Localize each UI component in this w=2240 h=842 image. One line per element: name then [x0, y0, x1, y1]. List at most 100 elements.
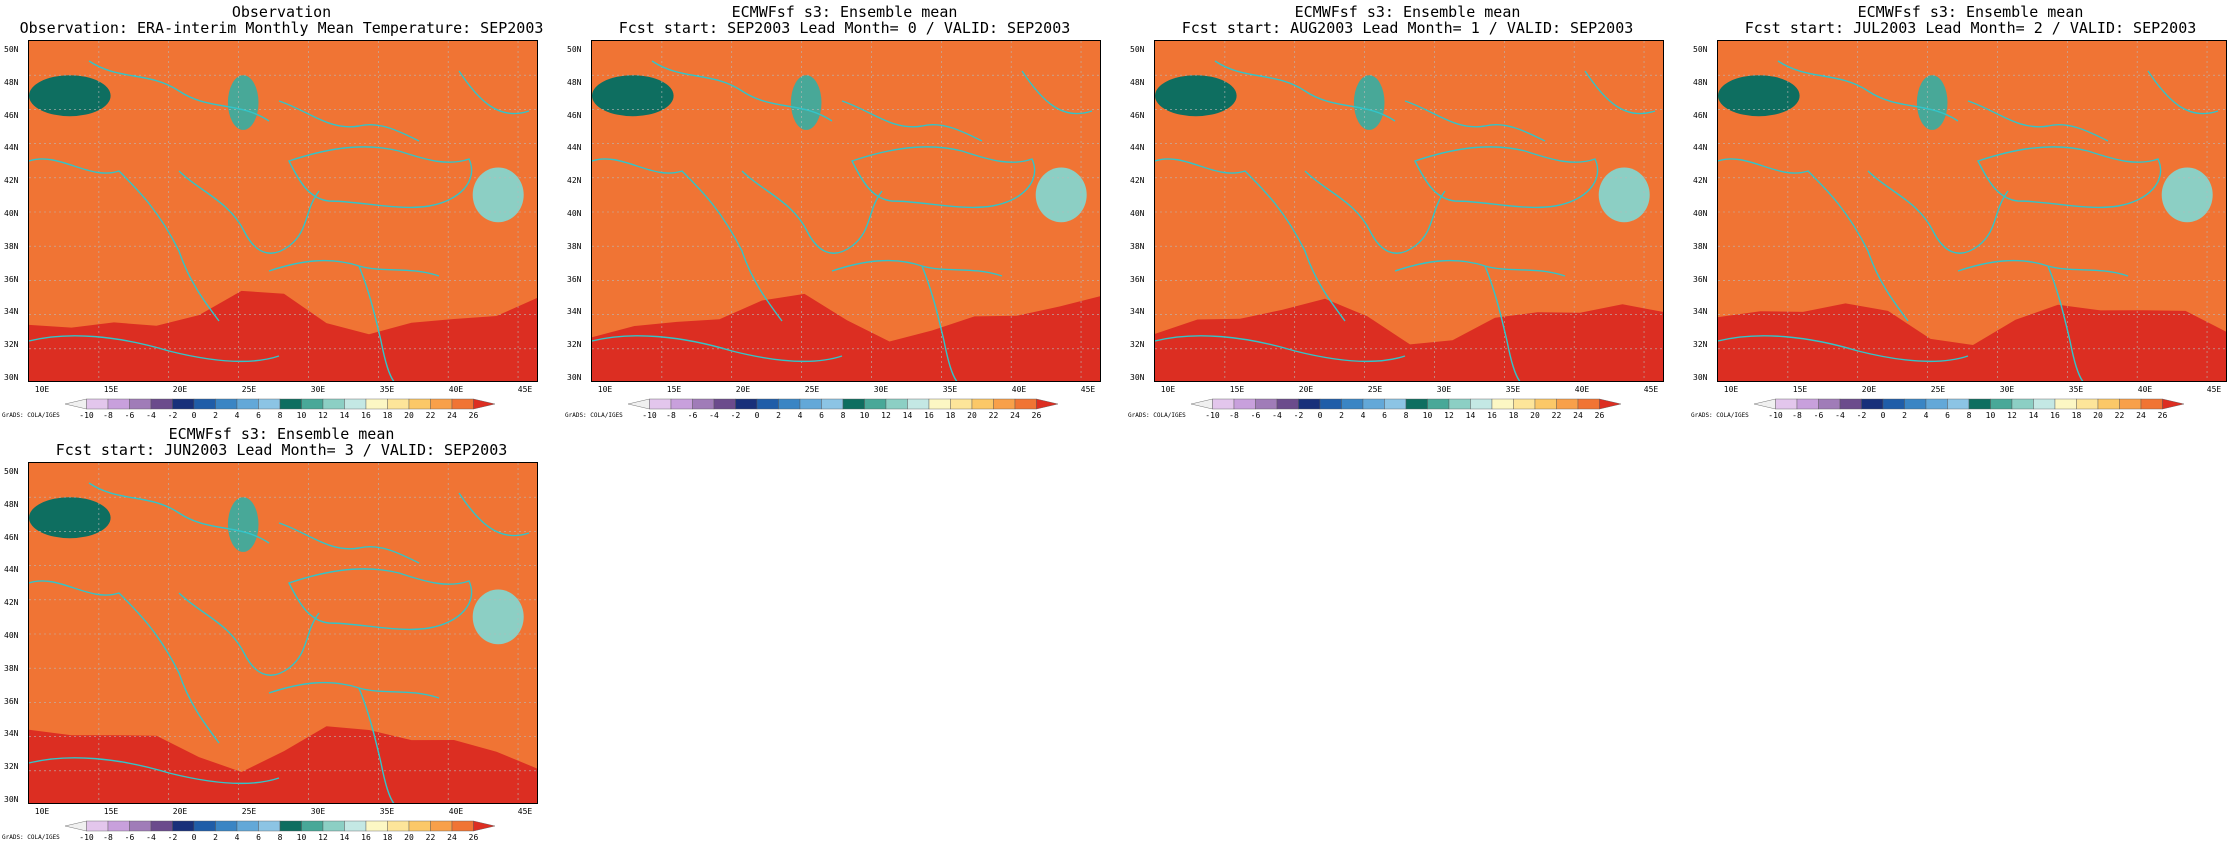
coastline-border	[278, 522, 420, 564]
colorbar-label: -2	[1293, 411, 1304, 420]
latitude-label: 48N	[567, 77, 582, 87]
colorbar-label: 10	[1422, 411, 1433, 420]
colorbar-swatch	[258, 820, 281, 832]
colorbar-swatch	[1839, 398, 1862, 410]
cool-anomaly-patch	[1035, 167, 1087, 223]
longitude-label: 35E	[2068, 385, 2084, 394]
colorbar-swatch	[387, 398, 410, 410]
colorbar-swatch	[713, 398, 736, 410]
latitude-label: 32N	[567, 340, 582, 350]
colorbar-label: 26	[2157, 411, 2168, 420]
colorbar-label: 16	[361, 411, 371, 420]
colorbar-label: 8	[840, 411, 846, 420]
colorbar-label: -8	[103, 411, 113, 420]
panel-title-line1: Observation	[231, 3, 332, 21]
latitude-label: 38N	[4, 663, 19, 673]
colorbar-swatch	[193, 820, 216, 832]
latitude-label: 48N	[1130, 77, 1145, 87]
longitude-label: 10E	[1723, 385, 1739, 394]
colorbar-swatch	[1882, 398, 1905, 410]
latitude-label: 38N	[4, 241, 19, 251]
latitude-label: 44N	[1693, 143, 1708, 153]
panel-title-line2: Fcst start: AUG2003 Lead Month= 1 / VALI…	[1181, 19, 1634, 37]
colorbar-swatch	[365, 398, 388, 410]
colorbar-swatch	[279, 820, 302, 832]
colorbar-label: 18	[382, 833, 393, 842]
colorbar-swatch	[1341, 398, 1364, 410]
latitude-label: 30N	[1693, 373, 1708, 382]
colorbar-swatch	[215, 820, 238, 832]
colorbar-label: 8	[1966, 411, 1972, 420]
colorbar-swatch	[907, 398, 930, 410]
colorbar-swatch	[1775, 398, 1798, 410]
colorbar-label: 0	[1880, 411, 1886, 420]
latitude-label: 36N	[1693, 274, 1708, 284]
colorbar-label: 20	[2093, 411, 2103, 420]
longitude-label: 25E	[1930, 385, 1946, 394]
colorbar-swatch	[387, 820, 410, 832]
colorbar-swatch	[172, 820, 195, 832]
panel-title-line2: Fcst start: JUL2003 Lead Month= 2 / VALI…	[1744, 19, 2197, 37]
colorbar-swatch	[1513, 398, 1536, 410]
colorbar-swatch	[1990, 398, 2013, 410]
temperature-map	[1717, 40, 2227, 382]
longitude-label: 20E	[172, 385, 188, 394]
latitude-label: 42N	[1693, 176, 1708, 186]
coastline-border	[1718, 335, 1969, 363]
latitude-label: 30N	[4, 795, 19, 804]
colorbar-label: 0	[191, 833, 197, 842]
colorbar-label: 12	[318, 411, 328, 420]
coastline-border	[1718, 158, 1909, 322]
colorbar	[628, 398, 1059, 410]
colorbar-swatch	[322, 398, 345, 410]
colorbar-label: 4	[234, 833, 240, 842]
colorbar-label: 16	[361, 833, 371, 842]
colorbar-swatch	[1818, 398, 1841, 410]
colorbar-swatch	[2054, 398, 2077, 410]
colorbar-label: -10	[1768, 411, 1783, 420]
coastline-border	[1404, 100, 1546, 142]
coastline-border	[178, 170, 320, 254]
longitude-label: 15E	[1792, 385, 1808, 394]
cool-anomaly-patch	[592, 75, 674, 117]
colorbar-label: 4	[1360, 411, 1366, 420]
colorbar-swatch	[258, 398, 281, 410]
colorbar-label: 0	[754, 411, 760, 420]
colorbar-label: 0	[1317, 411, 1323, 420]
longitude-label: 35E	[1505, 385, 1521, 394]
cool-anomaly-patch	[1916, 75, 1948, 130]
latitude-label: 50N	[4, 45, 19, 54]
map-canvas	[592, 41, 1100, 381]
coastline-border	[88, 60, 270, 122]
cool-anomaly-patch	[29, 75, 111, 117]
latitude-label: 36N	[567, 274, 582, 284]
latitude-label: 46N	[1693, 110, 1708, 120]
colorbar-label: 2	[1902, 411, 1907, 420]
colorbar-label: 22	[425, 411, 436, 420]
colorbar-label: -2	[167, 411, 178, 420]
colorbar-swatch	[473, 398, 496, 410]
colorbar-swatch	[2140, 398, 2163, 410]
latitude-label: 46N	[4, 110, 19, 120]
coastline-border	[1867, 170, 2009, 254]
latitude-label: 42N	[4, 598, 19, 608]
longitude-label: 45E	[517, 385, 533, 394]
colorbar-swatch	[1947, 398, 1970, 410]
coastline-border	[29, 757, 280, 785]
colorbar	[65, 820, 496, 832]
colorbar-swatch	[778, 398, 801, 410]
latitude-label: 32N	[4, 340, 19, 350]
colorbar-label: -10	[79, 833, 94, 842]
colorbar-swatch	[1599, 398, 1622, 410]
colorbar-label: 12	[2007, 411, 2017, 420]
colorbar-swatch	[735, 398, 758, 410]
map-panel: Observation Observation: ERA-interim Mont…	[0, 0, 563, 421]
coastline-border	[29, 158, 220, 322]
colorbar-label: -2	[1856, 411, 1867, 420]
colorbar-swatch	[2097, 398, 2120, 410]
colorbar-label: 14	[339, 833, 350, 842]
latitude-label: 50N	[1693, 45, 1708, 54]
temperature-contour-band	[1718, 41, 2226, 345]
colorbar-label: -2	[730, 411, 741, 420]
colorbar-label: -4	[1835, 411, 1845, 420]
